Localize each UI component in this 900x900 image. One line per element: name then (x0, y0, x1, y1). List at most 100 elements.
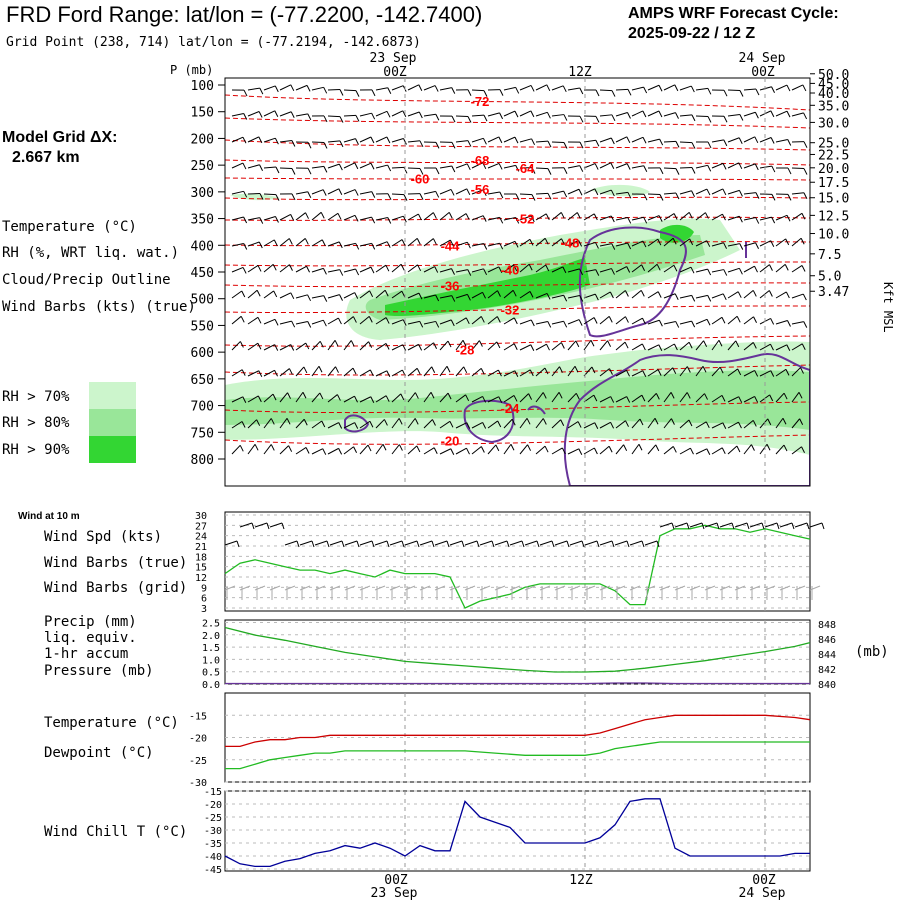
wind-barb (743, 290, 757, 299)
wind-10m-barb (749, 522, 765, 530)
wind-10m-barb (359, 540, 375, 548)
wind-10m-grid-barb (344, 585, 356, 600)
wind-barb (615, 396, 631, 403)
wind-barb (519, 110, 535, 118)
wind-barb (775, 320, 791, 327)
wind-10m-barb (674, 522, 690, 530)
wind-10m-grid-barb (599, 585, 611, 600)
wind-barb (295, 418, 308, 429)
wind-barb (375, 110, 391, 118)
wind-barb (583, 394, 598, 403)
wind-barb (727, 89, 744, 97)
wind-barb (583, 293, 599, 301)
wind-barb (695, 87, 712, 95)
wind-barb (455, 163, 471, 171)
wind-barb (663, 213, 678, 221)
wind-barb (327, 394, 341, 403)
pressure-tick-label-840: 840 (818, 680, 836, 691)
wind-10m-grid-barb (329, 585, 341, 600)
wind-10m-grid-barb (434, 585, 446, 600)
wind-barb (471, 137, 487, 145)
wind-barb (455, 188, 471, 196)
wind-barb (423, 113, 440, 121)
wind-barb (263, 239, 278, 247)
wind-barb (263, 110, 279, 118)
wind-barb (519, 84, 535, 92)
wind-barb (679, 366, 691, 377)
wind-10m-barb (779, 522, 795, 530)
temperature-label-8: -40 (501, 262, 520, 277)
wind-barb (359, 369, 374, 377)
wind-barb (503, 164, 520, 172)
legend-rh: RH (%, WRT liq. wat.) (2, 245, 179, 261)
wind-barb (247, 87, 264, 95)
cloud-precip-outline (344, 226, 810, 486)
temp-tick-label-2: -20 (189, 734, 207, 745)
height-tick-label-9: 15.0 (818, 192, 849, 207)
wind-barb (487, 444, 500, 455)
wind-barb (583, 241, 599, 249)
wind-barb (599, 291, 614, 299)
wind-barb (407, 213, 422, 221)
wind-barb (519, 290, 534, 299)
wind-barb (503, 110, 519, 118)
wind-barb (391, 166, 408, 174)
wind-barb (711, 394, 726, 403)
wind-barb (711, 339, 723, 351)
upper-field: -72 -68 -64 -60 -56 -52 -48 -44 -40 -36 -32 -28 -24 -… (225, 84, 810, 486)
wind-barb (375, 419, 388, 429)
wind-barb (231, 290, 246, 299)
wind-barb (663, 321, 680, 328)
height-axis-ticks: 50.045.040.035.0 30.0 25.022.520.017.515.0… (810, 68, 849, 300)
wind-barb (359, 89, 376, 97)
wind-barb (471, 446, 485, 455)
wind-barb (535, 111, 551, 119)
wind-barb (519, 238, 534, 247)
wind-barb (327, 163, 343, 171)
wind-barb (679, 419, 693, 429)
wind-barb (295, 321, 312, 328)
wind-barb (487, 396, 503, 403)
precip-tick-label-2: 1.0 (202, 655, 220, 666)
wind-barb (647, 417, 659, 429)
wind-barb (631, 193, 648, 201)
wind-barb (535, 237, 549, 247)
wind-barb (471, 215, 487, 222)
wind-tick-label-24: 24 (195, 532, 207, 543)
wind-barb (759, 193, 776, 201)
wind-barb (631, 394, 646, 403)
wind-barb (567, 115, 584, 123)
pressure-tick-label-250: 250 (191, 159, 214, 174)
wind-barb (231, 421, 246, 429)
wind-barb (583, 188, 599, 196)
wind-barb (359, 266, 375, 274)
legend-rh90-swatch (89, 436, 136, 463)
temperature-label-13: -20 (441, 433, 460, 448)
wind-barb (743, 370, 759, 377)
wind-barb (663, 192, 680, 200)
wind-barb (487, 136, 503, 144)
wind-10m-grid-barb (269, 585, 281, 600)
wind-barb (263, 166, 280, 174)
wind-barb (615, 191, 632, 199)
height-tick-label-11: 10.0 (818, 228, 849, 243)
wind-barb (295, 238, 309, 247)
wind-barb (263, 393, 277, 403)
wind-barb (583, 213, 598, 221)
wind-barb (247, 395, 262, 403)
wind-barb (711, 242, 727, 249)
wind-barb (439, 295, 456, 302)
wind-barb (471, 162, 487, 170)
wind-barb (455, 293, 471, 301)
wind-barb (295, 212, 309, 221)
wind-barb (455, 140, 472, 147)
model-grid-value: 2.667 km (12, 149, 80, 166)
temperature-label-5: -52 (516, 212, 535, 227)
wind-barb (343, 292, 359, 299)
wind-barb (599, 268, 615, 275)
wind-barb (583, 89, 600, 97)
wind-barb (423, 266, 439, 273)
height-tick-label-12: 7.5 (818, 248, 841, 263)
wind-barb (583, 269, 600, 276)
wind-barb (311, 267, 327, 275)
